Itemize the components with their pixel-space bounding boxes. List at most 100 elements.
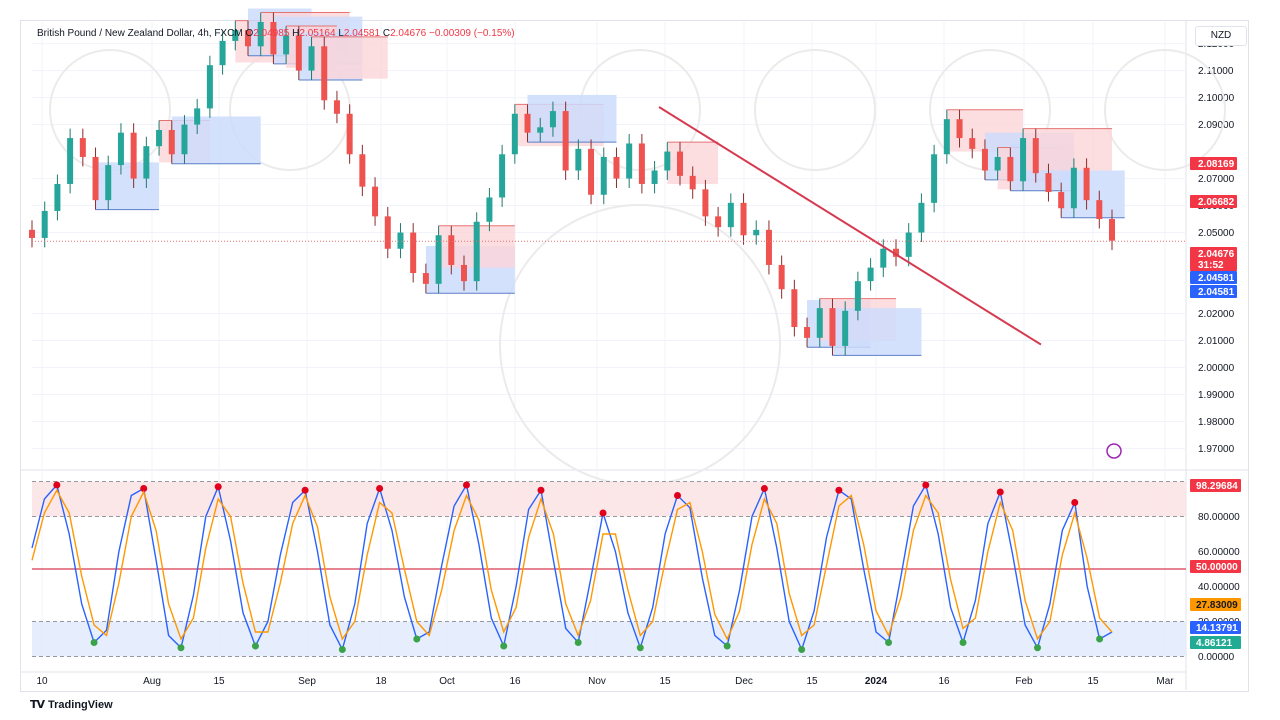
price-tag-label: 31:52 xyxy=(1198,260,1224,271)
candle-body xyxy=(931,154,938,203)
candle-body xyxy=(727,202,734,228)
candle-body xyxy=(842,310,849,346)
candle-body xyxy=(677,151,683,176)
x-tick-label: Dec xyxy=(735,676,753,687)
price-tag xyxy=(1190,247,1237,260)
candle-body xyxy=(816,308,823,338)
candle-body xyxy=(664,151,671,171)
y-tick-label: 2.05000 xyxy=(1198,228,1235,239)
price-tag xyxy=(1190,271,1237,284)
osc-tag xyxy=(1190,598,1241,611)
candle-body xyxy=(537,127,544,133)
candle-body xyxy=(969,138,976,149)
tradingview-brand[interactable]: 𝗧𝗩 TradingView xyxy=(30,698,113,711)
x-tick-label: 15 xyxy=(659,676,671,687)
price-tag-label: 2.04676 xyxy=(1198,249,1235,260)
candle-body xyxy=(372,186,379,217)
demand-zone xyxy=(527,94,617,143)
trough-marker xyxy=(636,644,644,652)
candle-body xyxy=(461,264,467,282)
candle-body xyxy=(270,22,277,55)
x-tick-label: Feb xyxy=(1015,676,1033,687)
y-tick-label: 2.01000 xyxy=(1198,336,1235,347)
peak-marker xyxy=(301,486,309,494)
currency-button[interactable]: NZD xyxy=(1195,26,1247,46)
open-value: 2.04985 xyxy=(253,28,290,39)
candle-body xyxy=(740,202,747,236)
trough-marker xyxy=(959,639,967,646)
candle-body xyxy=(257,22,264,47)
candle-body xyxy=(918,202,925,233)
candle-body xyxy=(600,156,607,195)
x-tick-label: Oct xyxy=(439,676,455,687)
candle-body xyxy=(384,216,391,249)
candle-body xyxy=(689,175,696,190)
watermark-emblem xyxy=(1104,49,1226,171)
candle-body xyxy=(956,119,963,139)
candle-body xyxy=(499,154,506,198)
chart-frame xyxy=(20,20,1249,692)
candle-body xyxy=(41,210,48,238)
candle-body xyxy=(333,100,340,114)
candle-body xyxy=(549,111,556,128)
candle-body xyxy=(1109,219,1115,241)
x-tick-label: 16 xyxy=(938,676,950,687)
low-value: 2.04581 xyxy=(343,28,381,39)
osc-tag xyxy=(1190,479,1241,492)
candle-body xyxy=(448,235,455,265)
oversold-band xyxy=(32,621,1186,657)
candle-body xyxy=(54,183,61,211)
y-tick-label: 2.02000 xyxy=(1198,309,1235,320)
candle-body xyxy=(397,232,404,249)
peak-marker xyxy=(922,481,930,489)
candle-body xyxy=(524,113,531,133)
osc-y-tick-label: 80.00000 xyxy=(1198,512,1240,523)
candle-body xyxy=(143,146,150,179)
candle-body xyxy=(232,30,239,41)
y-tick-label: 2.09000 xyxy=(1198,120,1235,131)
candle-body xyxy=(295,35,302,71)
candle-body xyxy=(168,129,175,155)
osc-tag xyxy=(1190,560,1241,573)
candle-body xyxy=(1058,192,1065,209)
candle-body xyxy=(880,248,887,268)
candle-body xyxy=(626,143,633,179)
trendline xyxy=(658,106,1042,346)
price-tag xyxy=(1190,258,1237,271)
watermark-emblem xyxy=(499,204,781,486)
close-label: C xyxy=(382,28,391,39)
candle-body xyxy=(905,232,912,257)
candle-body xyxy=(1007,156,1014,182)
watermark-emblem xyxy=(754,49,876,171)
trough-marker xyxy=(723,642,731,650)
peak-marker xyxy=(996,488,1004,496)
candle-body xyxy=(562,111,569,171)
candle-body xyxy=(130,132,137,179)
x-tick-label: Nov xyxy=(588,676,606,687)
y-tick-label: 2.07000 xyxy=(1198,174,1235,185)
candle-body xyxy=(994,156,1001,171)
y-tick-label: 1.99000 xyxy=(1198,390,1235,401)
candle-body xyxy=(283,35,290,55)
high-value: 2.05164 xyxy=(299,28,336,39)
candle-body xyxy=(346,113,353,155)
peak-marker xyxy=(1071,499,1079,506)
osc-tag-label: 4.86121 xyxy=(1196,638,1233,649)
trough-marker xyxy=(413,635,421,643)
x-tick-label: Sep xyxy=(298,676,316,687)
trough-marker xyxy=(1096,635,1104,643)
x-tick-label: 2024 xyxy=(865,676,888,687)
candle-body xyxy=(715,216,722,228)
candle-body xyxy=(804,327,811,338)
candle-body xyxy=(1020,138,1027,182)
peak-marker xyxy=(462,481,470,489)
candle-body xyxy=(29,229,35,238)
candle-body xyxy=(943,119,950,155)
x-tick-label: 15 xyxy=(1087,676,1099,687)
symbol-name[interactable]: British Pound / New Zealand Dollar, 4h, … xyxy=(37,28,243,39)
high-label: H xyxy=(292,28,300,39)
price-tag-label: 2.08169 xyxy=(1198,159,1235,170)
price-tag-label: 2.06682 xyxy=(1198,197,1235,208)
y-tick-label: 1.98000 xyxy=(1198,417,1235,428)
